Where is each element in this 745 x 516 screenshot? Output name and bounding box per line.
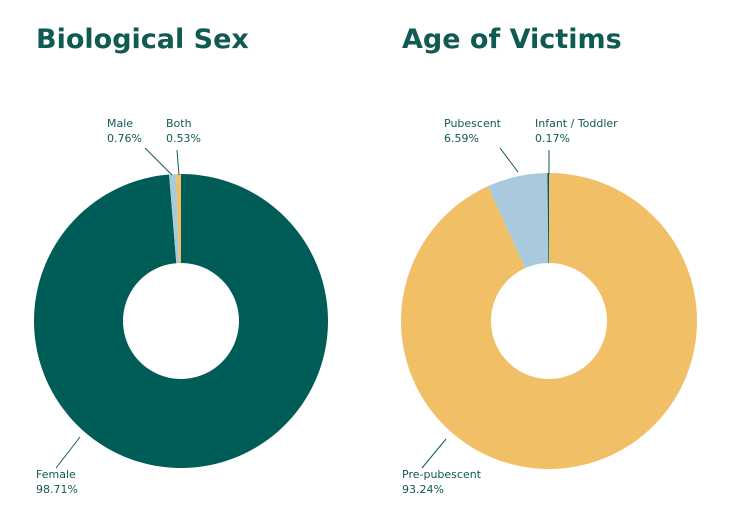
leader-line [499,147,519,173]
slice-value: 6.59% [444,132,479,145]
donut-slice [176,174,181,264]
slice-value: 0.53% [166,132,201,145]
slice-value: 0.76% [107,132,142,145]
leader-line [421,438,447,469]
chart-title: Biological Sex [36,24,249,55]
slice-value: 93.24% [402,483,444,496]
slice-value: 98.71% [36,483,78,496]
slice-label: Pubescent [444,117,502,130]
chart-title: Age of Victims [402,24,622,55]
slice-label: Female [36,468,76,481]
slice-label: Pre-pubescent [402,468,482,481]
donut-slice [547,173,549,264]
slice-label: Both [166,117,192,130]
donut-slice [488,173,549,269]
leader-line [176,149,180,176]
donut-slice [34,173,329,468]
slice-label: Male [107,117,133,130]
slice-label: Infant / Toddler [535,117,618,130]
leader-line [144,147,173,176]
donut-slice [400,173,697,469]
leader-line [55,436,81,469]
slice-value: 0.17% [535,132,570,145]
donut-slice [169,174,180,264]
